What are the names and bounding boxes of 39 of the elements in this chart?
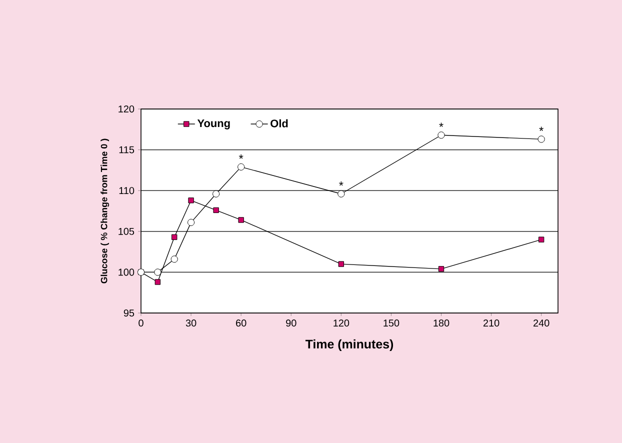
y-axis-title: Glucose ( % Change from Time 0 ) — [100, 138, 110, 284]
point — [172, 234, 178, 240]
point — [238, 163, 245, 170]
y-tick-label: 100 — [118, 268, 134, 276]
point — [170, 256, 178, 263]
annotation: * — [238, 154, 244, 159]
point — [438, 266, 444, 272]
x-tick-label: 60 — [236, 320, 246, 327]
x-tick-label: 30 — [186, 320, 196, 327]
legend-label: Old — [270, 119, 288, 128]
x-axis-title: Time (minutes) — [305, 339, 394, 351]
y-tick-label: 105 — [118, 228, 134, 235]
y-tick-label: 120 — [118, 105, 134, 113]
point — [212, 190, 220, 198]
x-tick-label: 150 — [384, 320, 400, 327]
x-tick-label: 240 — [534, 320, 550, 327]
point — [538, 236, 544, 242]
annotation: * — [339, 181, 344, 186]
x-tick-label: 120 — [334, 320, 350, 327]
x-tick-label: 180 — [434, 320, 450, 327]
legend-label: Young — [197, 120, 230, 130]
y-tick-label: 95 — [124, 309, 134, 317]
x-tick-label: 210 — [483, 320, 500, 327]
point — [188, 198, 194, 204]
point — [238, 217, 244, 223]
annotation: * — [439, 122, 444, 127]
y-tick-label: 115 — [119, 146, 134, 154]
point — [188, 218, 195, 226]
x-tick-label: 90 — [286, 320, 296, 327]
point — [154, 279, 161, 285]
point — [338, 261, 344, 267]
point — [154, 268, 162, 276]
y-tick-label: 110 — [119, 187, 134, 194]
point — [338, 190, 345, 198]
x-tick-label: 0 — [138, 320, 144, 327]
point — [538, 136, 545, 143]
annotation: * — [539, 126, 544, 131]
point — [438, 132, 445, 139]
point — [213, 207, 219, 214]
